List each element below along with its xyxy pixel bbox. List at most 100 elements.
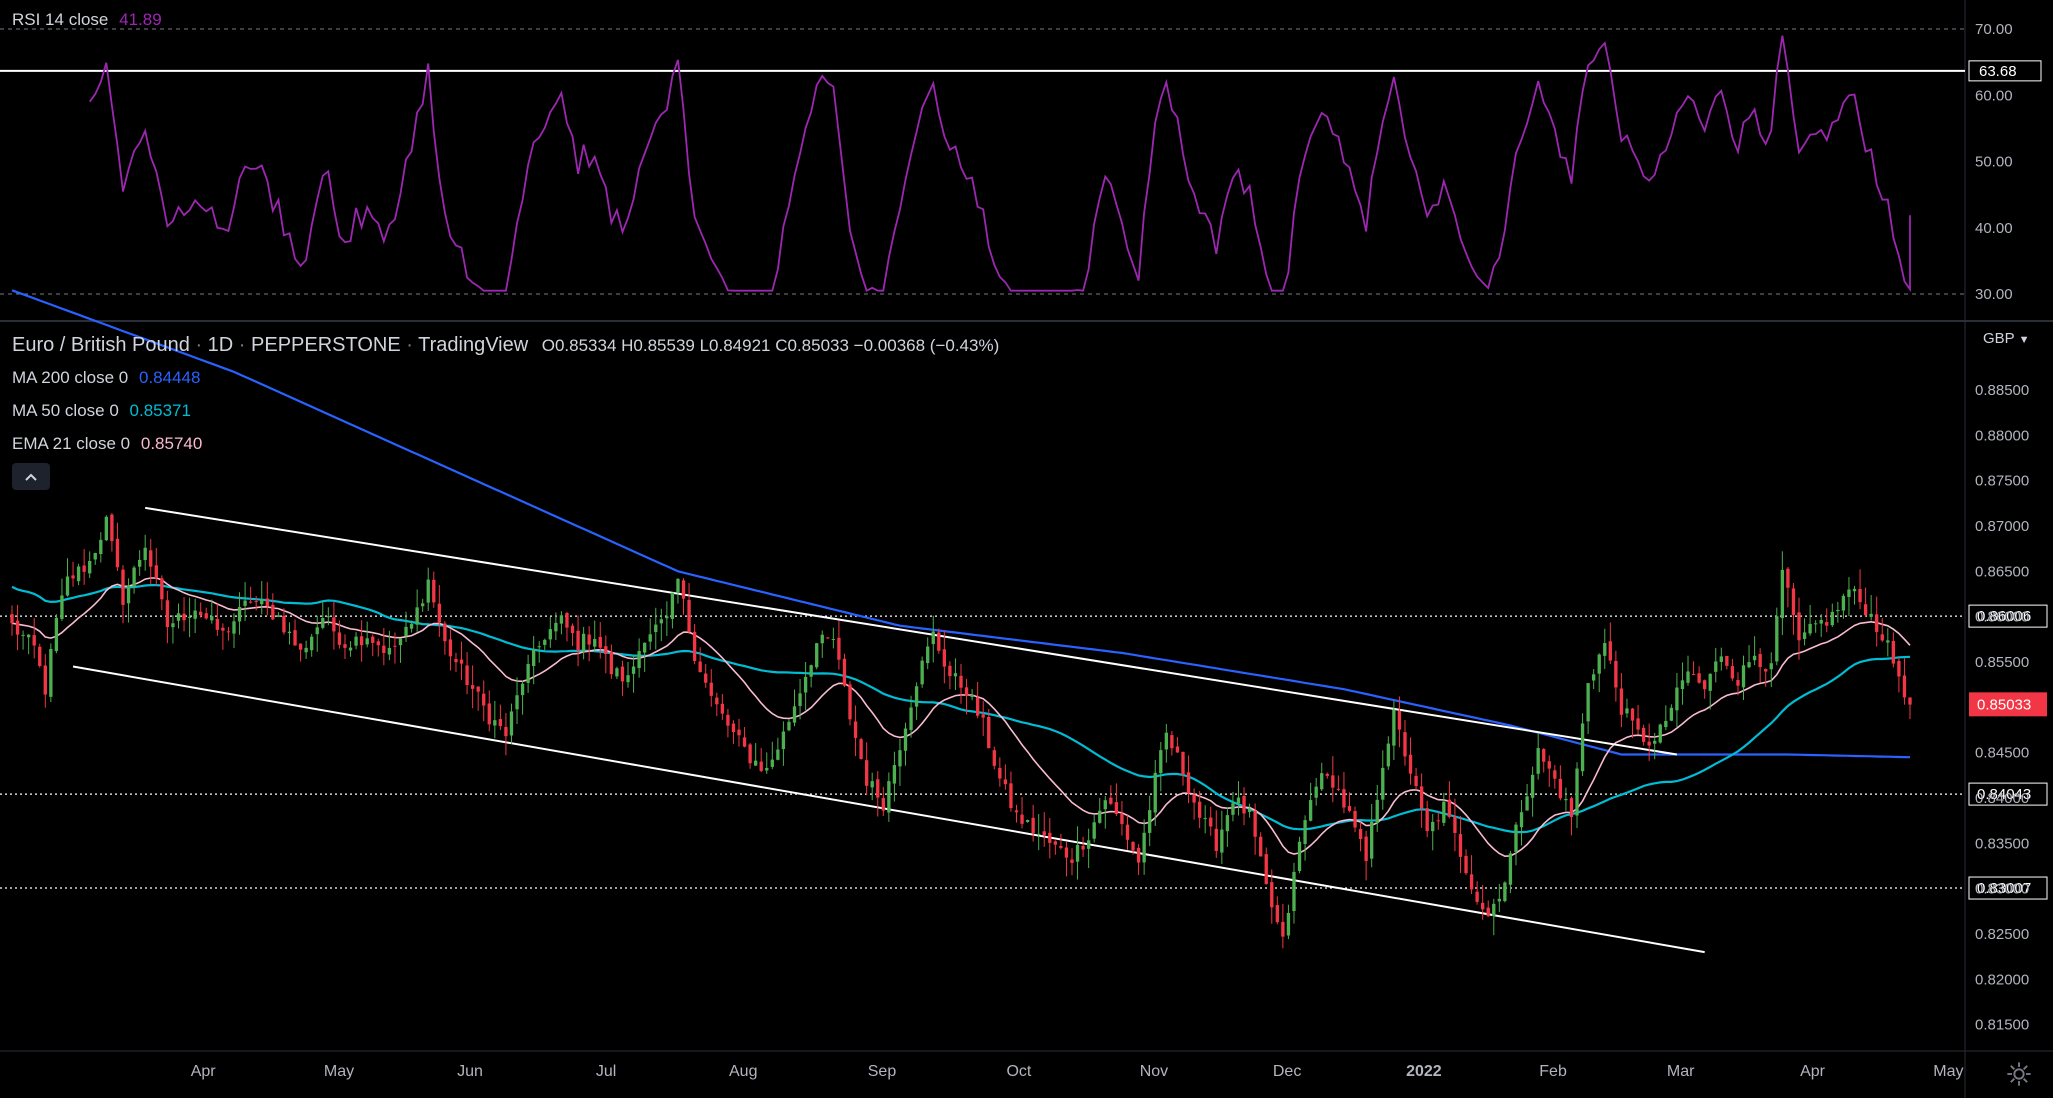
rsi-marker-tag bbox=[1968, 60, 2042, 82]
candle-body bbox=[165, 600, 170, 628]
candle-body bbox=[1297, 841, 1302, 872]
candle-body bbox=[1164, 732, 1169, 750]
candle bbox=[1647, 723, 1651, 761]
settings-gear-icon[interactable] bbox=[2005, 1060, 2033, 1088]
candle bbox=[348, 641, 353, 657]
candle-body bbox=[1086, 840, 1091, 849]
candle-body bbox=[160, 578, 164, 600]
candle-body bbox=[948, 665, 952, 677]
candle bbox=[715, 692, 719, 717]
candle bbox=[187, 597, 192, 638]
candle bbox=[1347, 792, 1352, 813]
candle-body bbox=[193, 610, 197, 619]
candle-body bbox=[1231, 803, 1235, 815]
candle bbox=[698, 647, 702, 673]
candle bbox=[809, 664, 813, 688]
candle bbox=[1170, 731, 1174, 756]
candle-body bbox=[1014, 810, 1019, 813]
candle bbox=[432, 571, 436, 608]
candle-body bbox=[1775, 616, 1779, 662]
candle-body bbox=[1464, 855, 1468, 874]
rsi-legend[interactable]: RSI 14 close 41.89 bbox=[12, 10, 162, 30]
candle bbox=[676, 578, 680, 604]
candle bbox=[964, 678, 969, 715]
candle-body bbox=[532, 649, 536, 667]
candle-body bbox=[226, 631, 231, 633]
candle-body bbox=[1114, 802, 1119, 815]
time-label: Apr bbox=[191, 1063, 217, 1080]
candle bbox=[476, 686, 480, 711]
candle-body bbox=[421, 603, 425, 607]
candle-body bbox=[1569, 798, 1574, 818]
symbol-header[interactable]: Euro / British Pound · 1D · PEPPERSTONE … bbox=[12, 334, 1000, 356]
candle bbox=[1536, 733, 1540, 780]
candle bbox=[1436, 812, 1440, 830]
candle bbox=[1125, 815, 1130, 850]
candle bbox=[1636, 704, 1640, 735]
candle-body bbox=[1680, 680, 1685, 690]
candle-body bbox=[315, 627, 319, 635]
candle-body bbox=[110, 514, 114, 542]
candle bbox=[1680, 662, 1685, 705]
candle-body bbox=[1053, 841, 1058, 845]
candle bbox=[387, 630, 392, 661]
indicator-legend-ma50[interactable]: MA 50 close 0 0.85371 bbox=[12, 401, 191, 421]
currency-selector[interactable]: GBP ▼ bbox=[1983, 330, 2029, 347]
candle bbox=[10, 605, 14, 636]
candle-body bbox=[715, 697, 719, 705]
candle bbox=[593, 620, 597, 652]
candle bbox=[1669, 704, 1674, 722]
candle-body bbox=[1908, 697, 1912, 705]
price-level-label: 0.83007 bbox=[1977, 880, 2031, 897]
collapse-legend-button[interactable] bbox=[12, 463, 50, 490]
candle-body bbox=[1281, 921, 1285, 937]
candle-body bbox=[1392, 709, 1396, 746]
candle bbox=[1148, 795, 1152, 847]
candle bbox=[681, 578, 686, 615]
candle bbox=[1242, 787, 1246, 826]
candle bbox=[243, 582, 247, 622]
candle bbox=[548, 617, 552, 648]
candle-body bbox=[1675, 687, 1679, 711]
candle bbox=[1231, 792, 1235, 822]
candle-body bbox=[509, 711, 514, 736]
candle bbox=[942, 630, 947, 684]
candle-body bbox=[1220, 829, 1224, 853]
candle bbox=[154, 547, 158, 586]
indicator-label: MA 50 close 0 bbox=[12, 401, 119, 420]
candle-body bbox=[659, 619, 663, 624]
candle bbox=[631, 654, 636, 693]
candle-body bbox=[903, 728, 908, 751]
candle bbox=[1270, 869, 1274, 924]
candle bbox=[448, 629, 453, 671]
candle bbox=[182, 597, 186, 632]
candle-body bbox=[1797, 612, 1801, 641]
candle bbox=[753, 743, 758, 766]
candle-body bbox=[1625, 708, 1629, 714]
candle bbox=[853, 705, 858, 757]
candle-body bbox=[1475, 891, 1479, 902]
candle-body bbox=[265, 598, 269, 607]
candle-body bbox=[182, 613, 186, 621]
candle-body bbox=[1486, 907, 1490, 917]
candle bbox=[1697, 666, 1701, 684]
candle-body bbox=[654, 624, 658, 633]
indicator-legend-ema21[interactable]: EMA 21 close 0 0.85740 bbox=[12, 434, 202, 454]
candle bbox=[1381, 750, 1385, 810]
candle bbox=[1614, 650, 1618, 702]
candle-body bbox=[1148, 810, 1152, 833]
candle bbox=[864, 742, 869, 796]
indicator-legend-ma200[interactable]: MA 200 close 0 0.84448 bbox=[12, 368, 200, 388]
candle-body bbox=[1858, 588, 1862, 603]
candle bbox=[737, 718, 741, 747]
candle-body bbox=[953, 673, 958, 677]
candle-body bbox=[687, 599, 691, 632]
candle bbox=[1736, 672, 1740, 696]
candle bbox=[1908, 697, 1912, 720]
candle-body bbox=[543, 639, 547, 645]
time-label: May bbox=[324, 1063, 354, 1080]
candle bbox=[1059, 833, 1063, 850]
channel-upper-line bbox=[145, 506, 1678, 756]
candle-body bbox=[753, 760, 758, 766]
